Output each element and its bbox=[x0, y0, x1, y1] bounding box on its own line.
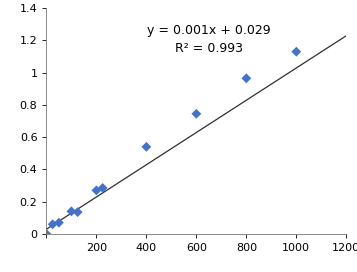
Point bbox=[193, 112, 199, 116]
Point bbox=[69, 209, 74, 214]
Text: y = 0.001x + 0.029
R² = 0.993: y = 0.001x + 0.029 R² = 0.993 bbox=[147, 24, 271, 55]
Point bbox=[44, 232, 49, 236]
Point bbox=[94, 188, 99, 193]
Point bbox=[100, 186, 106, 190]
Point bbox=[243, 76, 249, 81]
Point bbox=[144, 145, 149, 149]
Point bbox=[293, 50, 299, 54]
Point bbox=[75, 210, 80, 214]
Point bbox=[56, 220, 62, 225]
Point bbox=[50, 222, 56, 226]
